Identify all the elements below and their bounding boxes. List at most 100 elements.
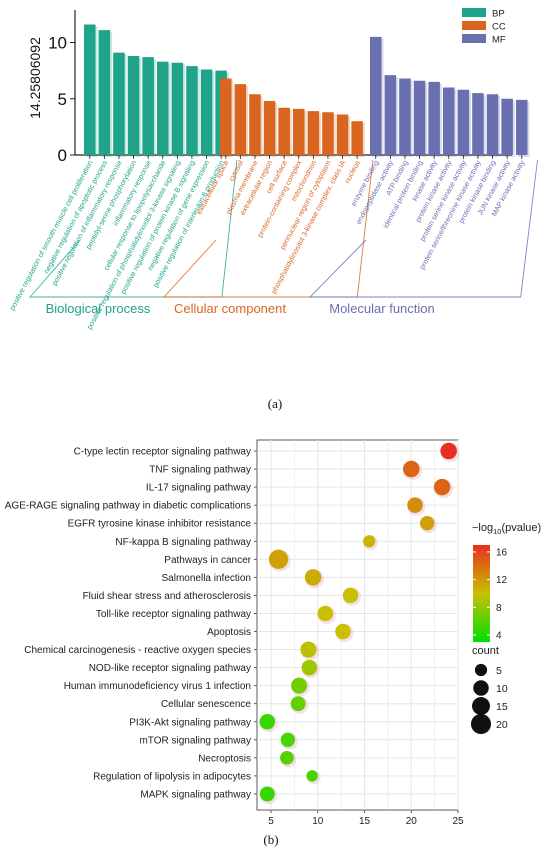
group-label: Molecular function: [329, 301, 435, 316]
bar-cc: [220, 78, 232, 155]
bar-cc: [336, 114, 349, 155]
bubble: [433, 478, 451, 496]
size-legend-bubble: [474, 663, 488, 677]
bar-bp: [200, 69, 213, 155]
x-tick-label: 25: [452, 816, 464, 827]
pathway-label: NF-kappa B signaling pathway: [115, 537, 251, 548]
bar-bp: [98, 30, 111, 155]
bar-mf: [516, 99, 528, 155]
bubble: [259, 786, 275, 802]
group-bracket: [162, 159, 374, 298]
x-tick-label: 20: [406, 816, 418, 827]
pathway-label: mTOR signaling pathway: [139, 735, 251, 746]
pathway-label: Chemical carcinogenesis - reactive oxyge…: [24, 645, 251, 656]
color-bar-tick-label: 4: [496, 631, 502, 642]
legend-swatch: [462, 8, 486, 17]
bar-mf: [501, 98, 513, 155]
size-legend-bubble: [473, 680, 489, 696]
panel-label-b: (b): [263, 832, 278, 847]
color-legend-title-suffix: (pvalue): [501, 522, 541, 534]
bar-mf: [413, 80, 426, 155]
bubble: [304, 569, 322, 586]
size-legend-label: 20: [496, 719, 508, 731]
group-bracket: [29, 159, 238, 298]
bar-mf: [457, 89, 470, 155]
bubble: [335, 623, 351, 640]
pathway-label: Apoptosis: [207, 627, 251, 638]
pathway-label: NOD-like receptor signaling pathway: [89, 663, 251, 674]
bar-cc: [278, 107, 290, 155]
size-legend-label: 5: [496, 665, 502, 677]
bar-mf: [443, 87, 455, 155]
legend-swatch: [462, 34, 486, 43]
pathway-label: Salmonella infection: [162, 573, 252, 584]
y-tick-label: 5: [58, 90, 67, 109]
bar-mf: [370, 36, 382, 155]
bubble: [407, 497, 423, 513]
legend-label: CC: [492, 22, 506, 33]
bar-bp: [84, 24, 96, 155]
bar-cc: [322, 112, 334, 155]
color-legend-title: −log10(pvalue): [472, 522, 541, 536]
color-legend-title-sub: 10: [493, 527, 501, 536]
x-tick-label: 10: [312, 816, 324, 827]
bubble: [268, 549, 289, 569]
bubble: [317, 605, 333, 622]
pathway-label: EGFR tyrosine kinase inhibitor resistanc…: [68, 519, 252, 530]
pathway-label: PI3K-Akt signaling pathway: [129, 717, 251, 728]
size-legend-bubble: [470, 713, 492, 735]
bubble: [259, 714, 276, 730]
legend-swatch: [462, 21, 486, 30]
pathway-label: C-type lectin receptor signaling pathway: [74, 447, 251, 458]
color-bar-tick-label: 8: [496, 603, 502, 614]
y-tick-label: 10: [48, 34, 67, 53]
bar-bp: [142, 57, 154, 155]
bar-cc: [234, 84, 247, 155]
bubble: [342, 587, 359, 604]
bubble: [419, 516, 435, 531]
color-legend-title-prefix: −log: [472, 522, 493, 534]
bar-mf: [428, 81, 440, 155]
pathway-label: Human immunodeficiency virus 1 infection: [64, 681, 251, 692]
group-bracket: [308, 159, 538, 298]
bar-mf: [384, 75, 397, 155]
legend-label: MF: [492, 35, 506, 46]
bar-cc: [249, 94, 261, 155]
bar-bp: [157, 61, 169, 155]
size-legend-bubble: [472, 697, 490, 715]
color-bar-tick-label: 12: [496, 575, 508, 586]
bubble: [301, 659, 318, 676]
bubble: [291, 677, 308, 694]
bar-bp: [127, 56, 140, 155]
bar-bp: [171, 62, 184, 155]
bar-cc: [307, 111, 320, 155]
pathway-label: MAPK signaling pathway: [140, 789, 251, 800]
size-legend-title: count: [472, 645, 499, 657]
panel-label-a: (a): [268, 396, 282, 411]
bar-bp: [113, 52, 125, 155]
bubble: [290, 696, 306, 712]
bubble: [402, 460, 420, 478]
bubble: [306, 770, 318, 782]
bar-cc: [263, 101, 276, 155]
bubble: [280, 732, 296, 747]
x-tick-label: 15: [359, 816, 371, 827]
color-bar-tick-label: 16: [496, 547, 508, 558]
pathway-label: Regulation of lipolysis in adipocytes: [93, 771, 251, 782]
pathway-label: AGE-RAGE signaling pathway in diabetic c…: [5, 501, 251, 512]
pathway-label: IL-17 signaling pathway: [146, 483, 251, 494]
group-label: Biological process: [46, 301, 151, 316]
bar-cc: [293, 108, 305, 155]
color-bar: [473, 545, 490, 642]
bubble: [363, 535, 376, 548]
pathway-label: Necroptosis: [198, 753, 251, 764]
bar-mf: [472, 93, 484, 155]
group-label: Cellular component: [174, 301, 286, 316]
size-legend-label: 15: [496, 701, 508, 713]
y-tick-label: 0: [58, 146, 67, 165]
pathway-label: TNF signaling pathway: [149, 465, 251, 476]
bubble: [300, 641, 317, 658]
pathway-label: Toll-like receptor signaling pathway: [96, 609, 251, 620]
